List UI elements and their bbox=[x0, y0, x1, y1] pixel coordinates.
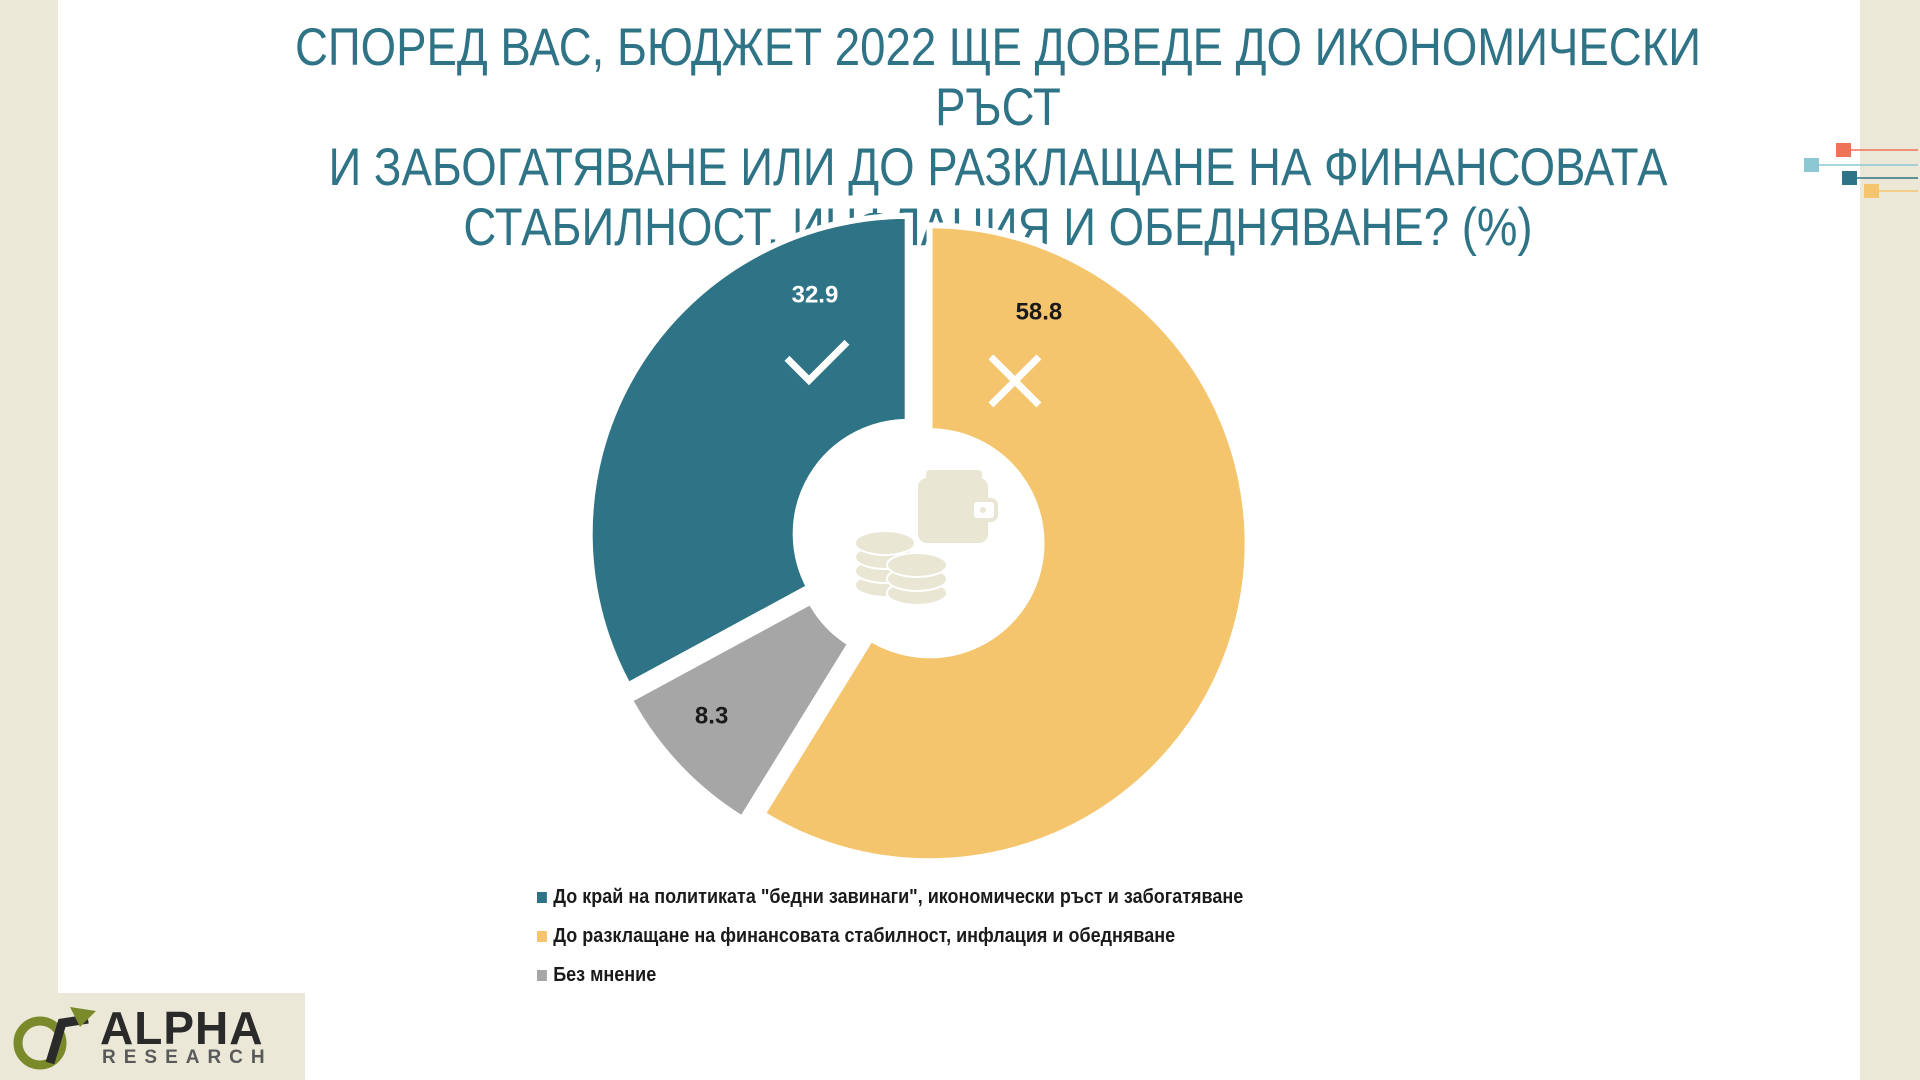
decorative-lines-icon bbox=[1804, 143, 1918, 198]
chart-legend: До край на политиката "бедни завинаги", … bbox=[537, 878, 1243, 995]
title-line: СПОРЕД ВАС, БЮДЖЕТ 2022 ЩЕ ДОВЕДЕ ДО ИКО… bbox=[294, 18, 1702, 137]
logo-mark-icon bbox=[13, 1007, 96, 1070]
legend-swatch bbox=[537, 931, 547, 942]
legend-label: Без мнение bbox=[553, 964, 657, 986]
data-label: 58.8 bbox=[1016, 298, 1063, 325]
donut-slice bbox=[758, 222, 1251, 865]
wallet-coins-icon bbox=[854, 470, 998, 606]
checkmark-icon bbox=[784, 339, 850, 386]
legend-item: До разклащане на финансовата стабилност,… bbox=[537, 917, 1243, 956]
alpha-research-logo: ALPHA RESEARCH bbox=[0, 993, 305, 1080]
legend-swatch bbox=[537, 970, 547, 981]
legend-label: До разклащане на финансовата стабилност,… bbox=[553, 925, 1176, 947]
legend-item: До край на политиката "бедни завинаги", … bbox=[537, 878, 1243, 917]
donut-slice bbox=[586, 212, 911, 690]
chart-slices bbox=[586, 212, 1251, 865]
data-label: 32.9 bbox=[792, 282, 839, 309]
data-label: 8.3 bbox=[695, 702, 728, 729]
chart-labels: 58.8 8.3 32.9 bbox=[695, 282, 1062, 730]
legend-label: До край на политиката "бедни завинаги", … bbox=[553, 886, 1244, 908]
title-line: И ЗАБОГАТЯВАНЕ ИЛИ ДО РАЗКЛАЩАНЕ НА ФИНА… bbox=[328, 138, 1668, 197]
logo-sub-text: RESEARCH bbox=[102, 1047, 273, 1068]
legend-item: Без мнение bbox=[537, 956, 1243, 995]
legend-swatch bbox=[537, 892, 547, 903]
logo-main-text: ALPHA bbox=[100, 1002, 264, 1054]
donut-slice bbox=[625, 597, 855, 823]
cross-icon bbox=[988, 354, 1042, 408]
